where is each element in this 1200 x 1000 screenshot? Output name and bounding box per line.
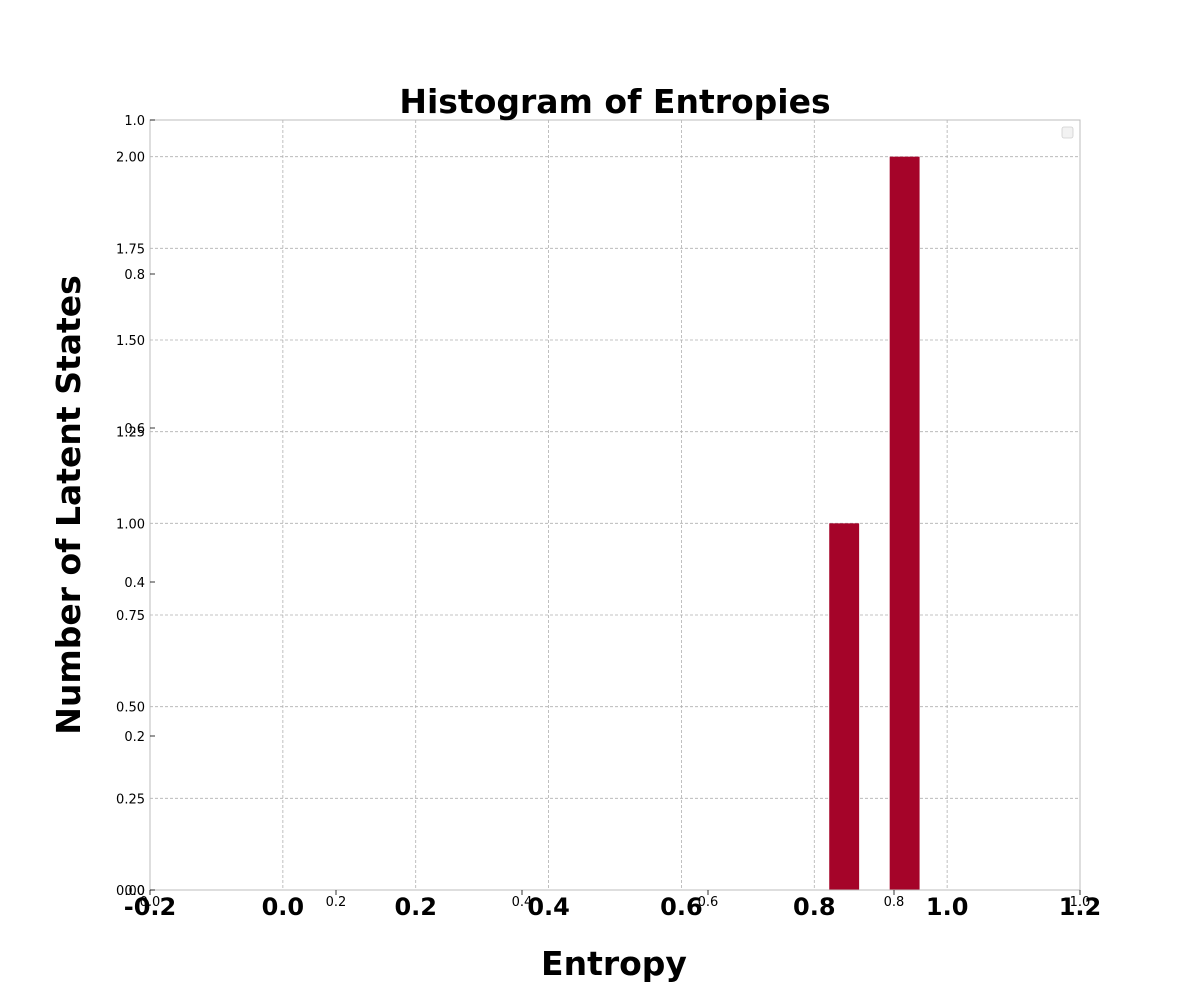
legend-box (1061, 126, 1074, 139)
x-tick-label: 0.8 (793, 893, 836, 921)
histogram-bar (889, 156, 920, 890)
secondary-x-tick-label: 0.4 (512, 895, 533, 910)
secondary-y-tick-label: 0.8 (124, 268, 145, 283)
y-tick-label: 2.00 (116, 151, 145, 166)
x-tick-label: 1.0 (926, 893, 969, 921)
grid-lines (150, 120, 1080, 891)
chart-title: Histogram of Entropies (399, 82, 830, 121)
y-tick-label: 0.50 (116, 701, 145, 716)
y-tick-label: 1.00 (116, 517, 145, 532)
x-tick-label: 0.6 (660, 893, 703, 921)
y-tick-label: 0.25 (116, 792, 145, 807)
x-tick-label: 0.2 (394, 893, 437, 921)
x-tick-label: 0.0 (262, 893, 305, 921)
plot-frame (149, 119, 1081, 891)
secondary-x-tick-label: 0.8 (884, 895, 905, 910)
y-tick-label: 1.25 (116, 426, 145, 441)
secondary-axes: 0.0 0.2 0.4 0.6 0.8 1.0 0.0 0.2 0.4 0.6 0.8 1.0 (124, 114, 1090, 910)
secondary-x-tick-label: 1.0 (1070, 895, 1091, 910)
secondary-x-tick-label: 0.0 (140, 895, 161, 910)
histogram-bar (829, 523, 860, 890)
secondary-x-tick-label: 0.2 (326, 895, 347, 910)
x-tick-label: 1.2 (1059, 893, 1102, 921)
secondary-x-tick-label: 0.6 (698, 895, 719, 910)
x-axis-label: Entropy (541, 944, 687, 983)
y-tick-label: 1.75 (116, 242, 145, 257)
x-tick-label: -0.2 (124, 893, 176, 921)
tick-labels: -0.2 0.0 0.2 0.4 0.6 0.8 1.0 1.20.000.250.500.7… (116, 151, 1101, 921)
secondary-y-tick-label: 0.0 (124, 884, 145, 899)
secondary-y-tick-label: 1.0 (124, 114, 145, 129)
x-tick-label: 0.4 (527, 893, 570, 921)
secondary-y-tick-label: 0.6 (124, 422, 145, 437)
bars (829, 156, 920, 890)
y-tick-label: 1.50 (116, 334, 145, 349)
secondary-y-tick-label: 0.2 (124, 730, 145, 745)
y-axis-label: Number of Latent States (49, 275, 88, 735)
y-tick-label: 0.00 (116, 884, 145, 899)
secondary-y-tick-label: 0.4 (124, 576, 145, 591)
y-tick-label: 0.75 (116, 609, 145, 624)
